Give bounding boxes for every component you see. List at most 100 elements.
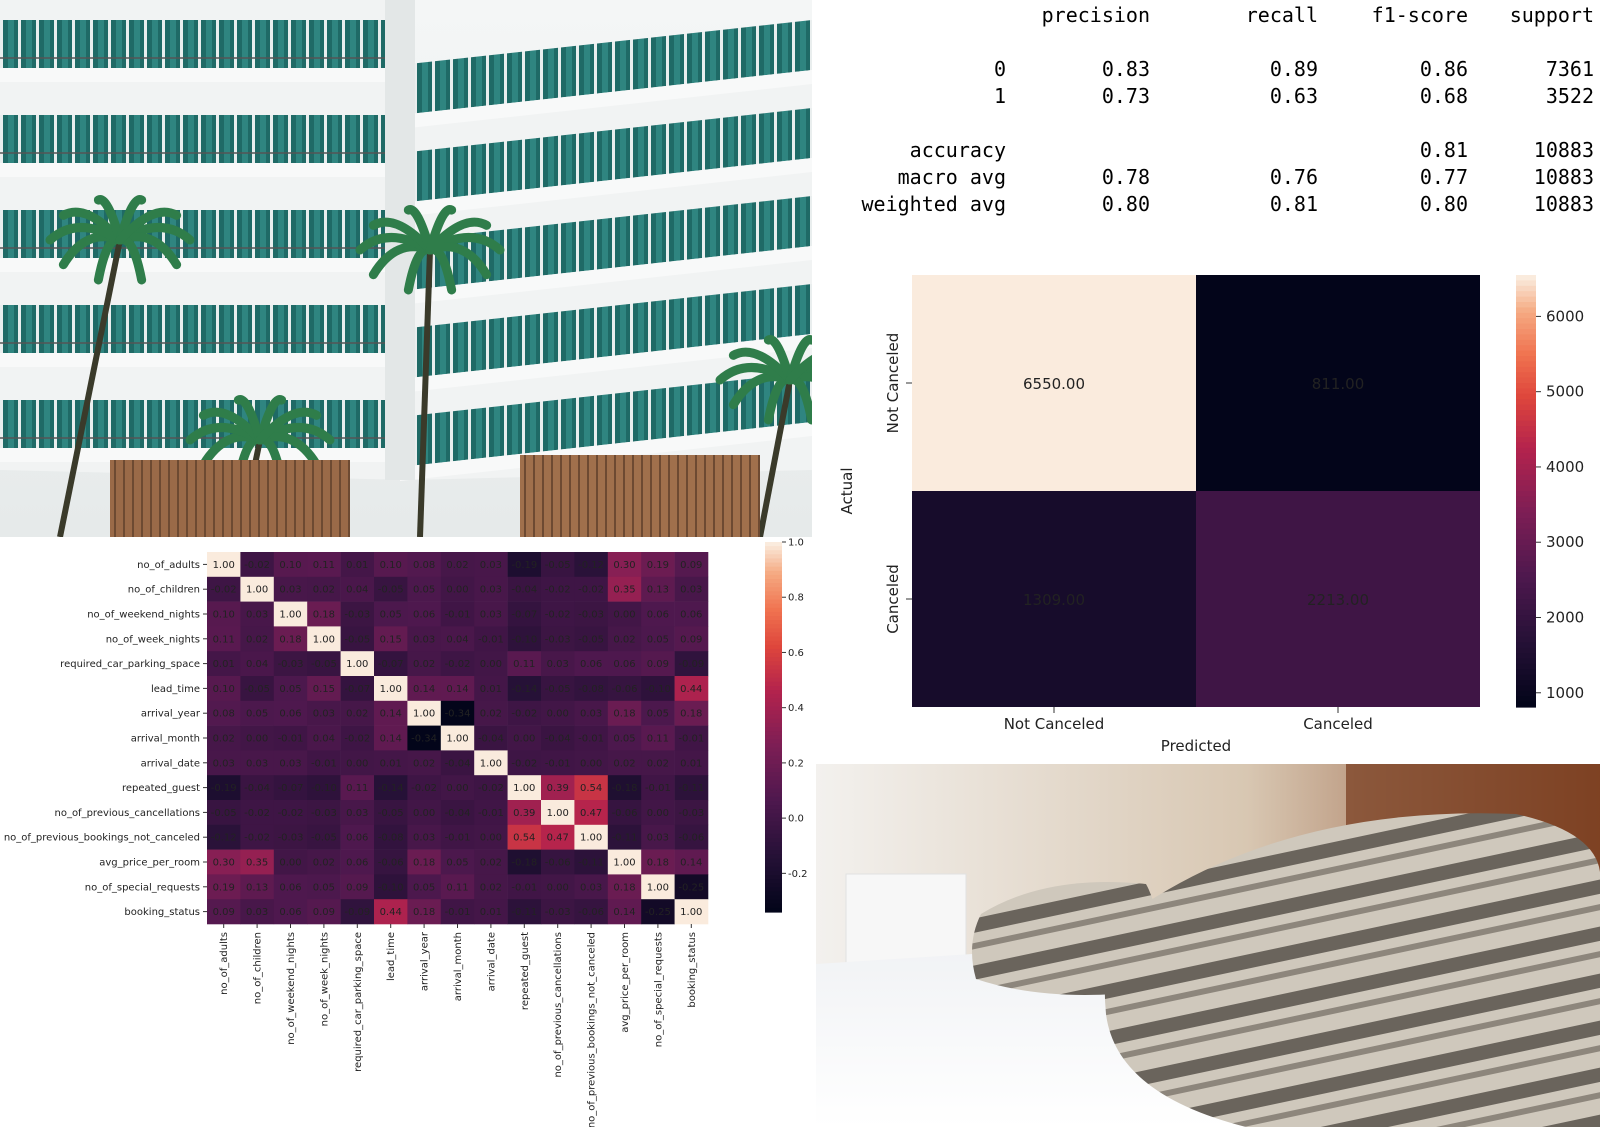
- corr-cell: [407, 725, 442, 751]
- confusion-colorbar-segment: [1516, 388, 1536, 395]
- corr-cell: [407, 874, 442, 900]
- corr-cell: [641, 800, 675, 826]
- corr-cell-label: 0.03: [279, 585, 301, 596]
- corr-colorbar-segment: [765, 731, 782, 736]
- confusion-cell: [912, 275, 1196, 491]
- corr-colorbar-segment: [765, 747, 782, 753]
- corr-cell: [607, 775, 642, 801]
- corr-cell-label: -0.05: [578, 634, 604, 645]
- confusion-colorbar-segment: [1516, 442, 1536, 449]
- corr-cell-label: 0.02: [413, 758, 435, 769]
- corr-colorbar-segment: [765, 702, 782, 708]
- corr-cell-label: -0.02: [278, 808, 304, 819]
- corr-colorbar-segment: [765, 875, 782, 880]
- corr-cell: [607, 576, 642, 602]
- report-cell: 10883: [1534, 165, 1594, 189]
- corr-cell: [307, 849, 341, 875]
- confusion-colorbar-segment: [1516, 615, 1536, 622]
- corr-cell: [474, 651, 508, 677]
- corr-cell: [507, 849, 542, 875]
- corr-colorbar-segment: [765, 764, 782, 769]
- corr-x-tick-label: avg_price_per_room: [620, 932, 631, 1033]
- corr-cell: [674, 651, 709, 677]
- corr-cell: [374, 651, 408, 677]
- corr-cell-label: 0.11: [313, 560, 335, 571]
- corr-cell-label: 0.00: [346, 758, 368, 769]
- corr-cell-label: 0.10: [380, 560, 402, 571]
- corr-cell-label: 0.02: [480, 858, 502, 869]
- corr-cell: [440, 775, 475, 801]
- corr-cell-label: 0.03: [246, 907, 268, 918]
- confusion-colorbar-segment: [1516, 550, 1536, 557]
- corr-cell-label: 0.06: [279, 709, 301, 720]
- corr-cell-label: -0.11: [511, 907, 537, 918]
- report-cell: 10883: [1534, 138, 1594, 162]
- corr-cell-label: 0.06: [279, 882, 301, 893]
- corr-cell-label: 0.01: [680, 758, 702, 769]
- corr-cell: [474, 849, 508, 875]
- corr-cell: [207, 601, 241, 627]
- corr-cell-label: -0.06: [678, 833, 704, 844]
- corr-cell: [340, 899, 375, 925]
- corr-colorbar-tick: 0.6: [788, 648, 804, 659]
- confusion-colorbar-segment: [1516, 453, 1536, 460]
- corr-cell-label: 0.00: [279, 858, 301, 869]
- corr-y-tick-label: avg_price_per_room: [99, 858, 200, 869]
- corr-cell: [607, 824, 642, 850]
- corr-cell: [240, 576, 275, 602]
- corr-colorbar-segment: [765, 665, 782, 671]
- confusion-colorbar-segment: [1516, 361, 1536, 368]
- corr-cell-label: 0.18: [313, 610, 335, 621]
- report-cell: 0.81: [1270, 192, 1318, 216]
- corr-cell: [340, 676, 375, 702]
- corr-cell: [340, 576, 375, 602]
- corr-cell: [273, 700, 308, 726]
- corr-cell: [574, 626, 609, 652]
- corr-cell: [440, 849, 475, 875]
- corr-cell: [340, 750, 375, 776]
- corr-cell-label: 0.06: [613, 659, 635, 670]
- corr-cell-label: -0.25: [678, 882, 704, 893]
- corr-colorbar-segment: [765, 607, 782, 613]
- corr-colorbar-segment: [765, 879, 782, 884]
- corr-cell: [641, 849, 675, 875]
- report-cell: 3522: [1546, 84, 1594, 108]
- corr-cell-label: -0.10: [311, 783, 337, 794]
- corr-cell-label: 0.39: [513, 808, 535, 819]
- corr-colorbar-segment: [765, 657, 782, 662]
- confusion-cell: [1196, 275, 1480, 491]
- corr-y-tick-label: no_of_children: [128, 585, 200, 596]
- corr-cell-label: 0.02: [346, 709, 368, 720]
- corr-colorbar-segment: [765, 870, 782, 876]
- corr-cell-label: 0.02: [613, 634, 635, 645]
- corr-cell-label: 0.03: [246, 610, 268, 621]
- corr-cell: [340, 775, 375, 801]
- report-cell: 0.89: [1270, 57, 1318, 81]
- confusion-colorbar-segment: [1516, 420, 1536, 427]
- report-cell: 0.63: [1270, 84, 1318, 108]
- corr-x-tick-label: repeated_guest: [520, 932, 531, 1010]
- corr-cell: [207, 700, 241, 726]
- corr-cell-label: -0.02: [211, 585, 237, 596]
- corr-cell: [541, 800, 575, 826]
- corr-cell: [207, 651, 241, 677]
- corr-cell-label: -0.04: [545, 734, 571, 745]
- corr-cell: [507, 626, 542, 652]
- corr-colorbar-segment: [765, 801, 782, 806]
- corr-cell-label: -0.25: [645, 907, 671, 918]
- report-header-precision: precision: [1042, 3, 1150, 27]
- corr-cell: [440, 576, 475, 602]
- corr-cell: [407, 676, 442, 702]
- corr-cell-label: 1.00: [213, 560, 235, 571]
- corr-cell-label: -0.01: [645, 783, 671, 794]
- corr-cell-label: -0.02: [244, 808, 270, 819]
- confusion-colorbar-segment: [1516, 604, 1536, 611]
- corr-cell: [507, 651, 542, 677]
- confusion-colorbar-segment: [1516, 685, 1536, 692]
- corr-cell: [474, 750, 508, 776]
- corr-cell-label: -0.04: [478, 734, 504, 745]
- corr-cell-label: -0.01: [511, 882, 537, 893]
- confusion-colorbar-segment: [1516, 437, 1536, 443]
- corr-colorbar-segment: [765, 751, 782, 757]
- corr-colorbar-segment: [765, 903, 782, 909]
